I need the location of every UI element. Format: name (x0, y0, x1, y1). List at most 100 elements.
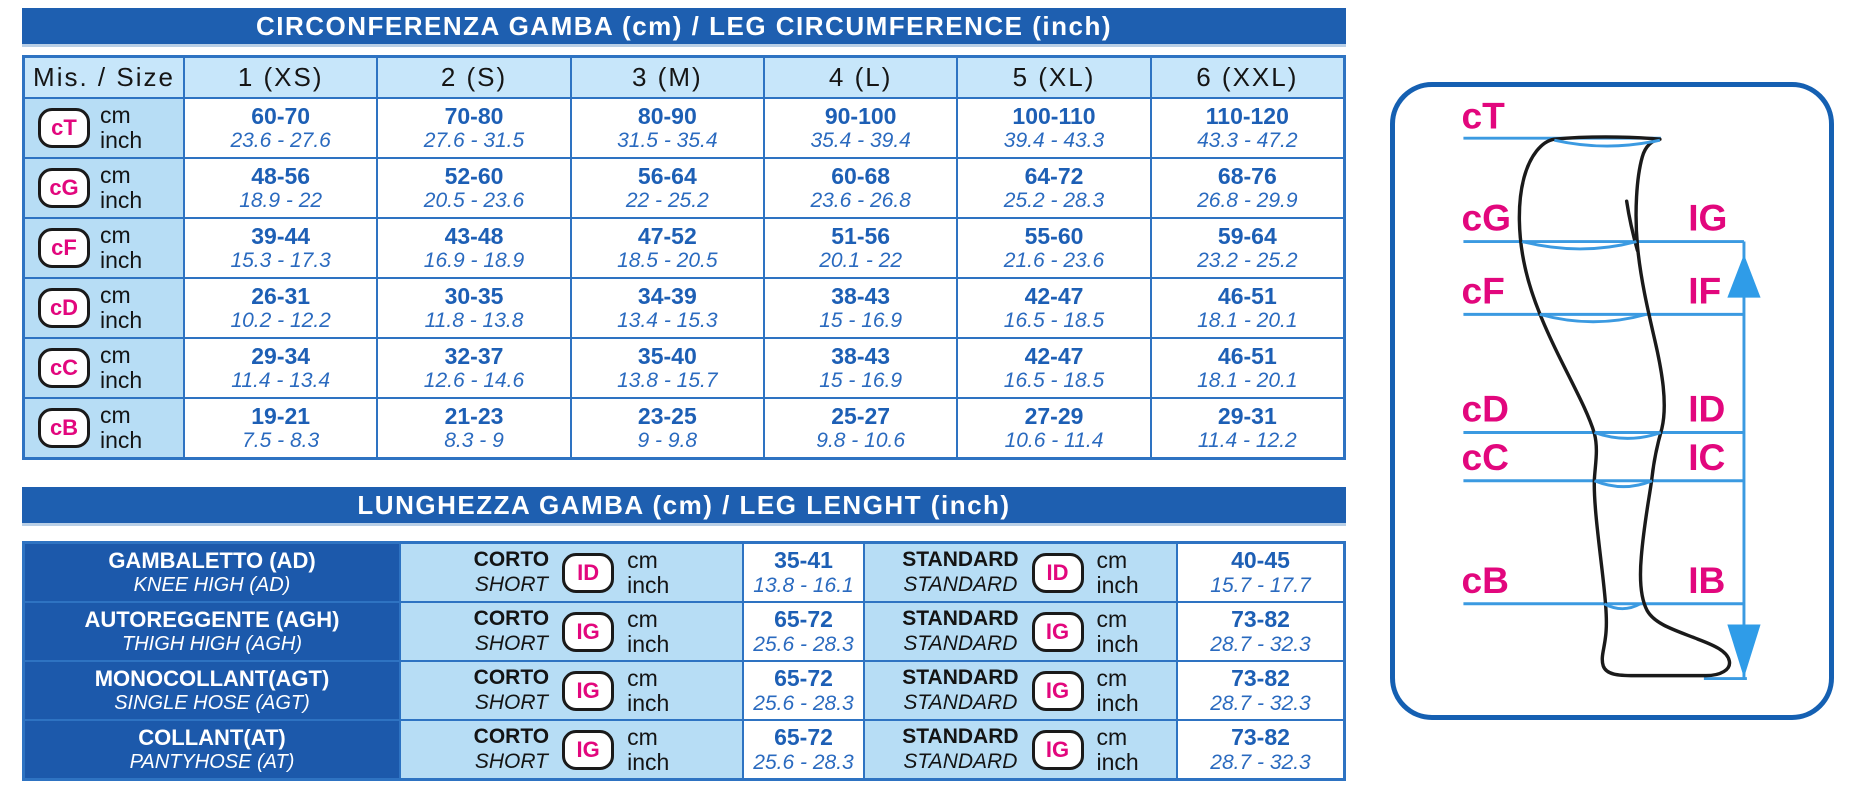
standard-label-it: STANDARD (902, 548, 1019, 572)
standard-label-en: STANDARD (903, 631, 1018, 655)
product-name-cell-0: GAMBALETTO (AD) KNEE HIGH (AD) (25, 544, 399, 601)
unit-cm-label: cm (1096, 605, 1128, 632)
inch-range: 15 - 16.9 (819, 369, 903, 393)
inch-range: 18.5 - 20.5 (617, 249, 718, 273)
value-cell-cC-size-5: 42-47 16.5 - 18.5 (958, 339, 1150, 397)
product-name-en: SINGLE HOSE (AGT) (114, 692, 310, 715)
unit-inch-label: inch (1096, 571, 1139, 598)
leg-diagram-svg: cT cG cF cD cC cB IG IF ID IC IB (1461, 94, 1761, 681)
unit-cm-label: cm (100, 162, 131, 189)
unit-labels: cm inch (627, 547, 670, 598)
length-title-bar: LUNGHEZZA GAMBA (cm) / LEG LENGHT (inch) (22, 487, 1346, 526)
value-cell-cD-size-2: 30-35 11.8 - 13.8 (378, 279, 570, 337)
value-cell-cF-size-1: 39-44 15.3 - 17.3 (185, 219, 377, 277)
cm-range: 60-70 (251, 102, 311, 129)
unit-cm-label: cm (627, 723, 658, 750)
unit-cm-label: cm (100, 102, 131, 129)
value-cell-cD-size-5: 42-47 16.5 - 18.5 (958, 279, 1150, 337)
short-value-cell-2: 65-72 25.6 - 28.3 (744, 662, 863, 719)
standard-label-en: STANDARD (903, 690, 1018, 714)
inch-range: 10.6 - 11.4 (1004, 429, 1104, 453)
measure-label-cell-cT: cT cm inch (25, 99, 183, 157)
product-name-it: MONOCOLLANT(AGT) (94, 665, 330, 691)
cm-range: 40-45 (1231, 547, 1290, 574)
measure-badge-cG: cG (38, 168, 90, 208)
cm-range: 70-80 (444, 102, 504, 129)
standard-value-cell-3: 73-82 28.7 - 32.3 (1178, 721, 1343, 778)
size-header-6: 6 (XXL) (1151, 58, 1343, 97)
value-cell-cD-size-3: 34-39 13.4 - 15.3 (571, 279, 763, 337)
cm-range: 52-60 (444, 162, 504, 189)
unit-labels: cm inch (1096, 605, 1139, 657)
cm-range: 55-60 (1024, 222, 1084, 249)
circumference-table: Mis. / Size 1 (XS) 2 (S) 3 (M) 4 (L) 5 (XL) 6 … (22, 55, 1346, 460)
short-label-it: CORTO (473, 548, 550, 572)
cm-range: 25-27 (831, 402, 891, 429)
inch-range: 12.6 - 14.6 (423, 369, 525, 393)
short-label-en: SHORT (474, 749, 548, 773)
cm-range: 42-47 (1024, 282, 1084, 309)
unit-labels: cm inch (100, 403, 142, 453)
value-cell-cC-size-6: 46-51 18.1 - 20.1 (1151, 339, 1343, 397)
inch-range: 18.1 - 20.1 (1197, 309, 1298, 333)
value-cell-cT-size-6: 110-120 43.3 - 47.2 (1151, 99, 1343, 157)
short-group-3: CORTO SHORT IG cm inch (401, 721, 742, 778)
leg-diagram: cT cG cF cD cC cB IG IF ID IC IB (1390, 82, 1834, 720)
unit-labels: cm inch (627, 665, 669, 716)
diagram-labels: cT cG cF cD cC cB IG IF ID IC IB (1461, 94, 1727, 601)
label-IG: IG (1688, 197, 1727, 239)
circumference-title: CIRCONFERENZA GAMBA (cm) / LEG CIRCUMFER… (255, 11, 1112, 41)
short-labels: CORTO SHORT (474, 666, 549, 714)
value-cell-cD-size-6: 46-51 18.1 - 20.1 (1151, 279, 1343, 337)
cm-range: 65-72 (774, 606, 833, 633)
size-header-1: 1 (XS) (185, 58, 377, 97)
value-cell-cF-size-4: 51-56 20.1 - 22 (764, 219, 957, 277)
product-name-it: COLLANT(AT) (138, 724, 286, 750)
label-IF: IF (1688, 269, 1721, 311)
cm-range: 73-82 (1231, 665, 1290, 692)
value-cell-cF-size-3: 47-52 18.5 - 20.5 (571, 219, 763, 277)
unit-labels: cm inch (1096, 665, 1139, 716)
unit-inch-label: inch (100, 127, 143, 153)
unit-inch-label: inch (1096, 689, 1139, 716)
unit-labels: cm inch (100, 283, 142, 333)
unit-inch-label: inch (627, 571, 670, 598)
product-name-cell-2: MONOCOLLANT(AGT) SINGLE HOSE (AGT) (25, 662, 399, 719)
standard-group-2: STANDARD STANDARD IG cm inch (865, 662, 1176, 719)
inch-range: 43.3 - 47.2 (1197, 129, 1298, 153)
leg-contour-arcs (1521, 138, 1662, 611)
measure-label-cell-cB: cB cm inch (25, 399, 183, 457)
unit-inch-label: inch (100, 427, 143, 453)
measurement-lines (1463, 136, 1747, 681)
value-cell-cG-size-2: 52-60 20.5 - 23.6 (378, 159, 570, 217)
contour-cG (1521, 240, 1637, 251)
label-IB: IB (1688, 559, 1725, 601)
standard-labels: STANDARD STANDARD (902, 607, 1018, 655)
unit-cm-label: cm (100, 282, 131, 309)
inch-range: 25.2 - 28.3 (1003, 189, 1105, 213)
value-cell-cG-size-6: 68-76 26.8 - 29.9 (1151, 159, 1343, 217)
cm-range: 27-29 (1024, 402, 1084, 429)
unit-labels: cm inch (100, 103, 142, 153)
unit-cm-label: cm (1096, 546, 1128, 573)
standard-label-en: STANDARD (903, 572, 1018, 596)
cm-range: 65-72 (774, 665, 833, 692)
length-badge-ID: ID (562, 552, 615, 593)
contour-cF (1539, 312, 1647, 324)
inch-range: 21.6 - 23.6 (1003, 249, 1105, 273)
label-cF: cF (1461, 269, 1504, 311)
size-header-2: 2 (S) (378, 58, 570, 97)
short-label-en: SHORT (474, 631, 548, 655)
short-value-cell-3: 65-72 25.6 - 28.3 (744, 721, 863, 778)
unit-inch-label: inch (1096, 748, 1139, 775)
length-table: GAMBALETTO (AD) KNEE HIGH (AD) CORTO SHORT I… (22, 541, 1346, 781)
cm-range: 42-47 (1024, 342, 1084, 369)
short-label-it: CORTO (473, 607, 550, 631)
value-cell-cB-size-3: 23-25 9 - 9.8 (571, 399, 763, 457)
value-cell-cB-size-1: 19-21 7.5 - 8.3 (185, 399, 377, 457)
standard-labels: STANDARD STANDARD (902, 725, 1018, 773)
unit-inch-label: inch (100, 307, 143, 333)
cm-range: 110-120 (1205, 102, 1289, 129)
arrow-up-icon (1727, 254, 1761, 298)
value-cell-cF-size-6: 59-64 23.2 - 25.2 (1151, 219, 1343, 277)
